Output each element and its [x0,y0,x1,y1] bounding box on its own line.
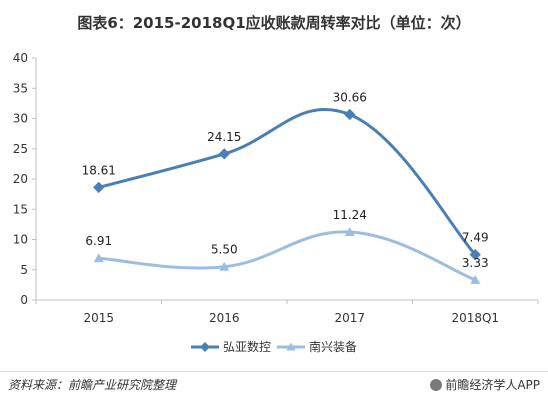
data-point [344,108,356,121]
data-point [470,274,481,284]
y-tick-label: 0 [20,293,28,307]
x-tick-label: 2016 [209,311,240,325]
y-tick-label: 35 [13,81,28,95]
data-point [218,148,230,160]
data-point [93,253,104,263]
y-tick-label: 5 [20,263,28,277]
legend-marker [200,342,210,352]
legend-label: 弘亚数控 [223,339,271,354]
y-tick-label: 15 [13,202,28,216]
data-label: 6.91 [85,234,112,248]
data-label: 3.33 [462,256,489,270]
data-point [219,261,230,271]
data-point [469,249,481,261]
y-tick-label: 40 [13,51,28,65]
source-note: 资料来源：前瞻产业研究院整理 [8,378,177,392]
y-tick-label: 10 [13,233,28,247]
data-label: 7.49 [462,231,489,245]
line-chart: 0 5 10 15 20 25 30 35 40 2015 2016 2017 2018Q1 18.61… [13,51,539,354]
brand-text: 前瞻经济学人APP [445,378,540,392]
y-tick-label: 30 [13,112,28,126]
brand-credit: 前瞻经济学人APP [430,376,540,393]
chart-title: 图表6：2015-2018Q1应收账款周转率对比（单位：次） [77,14,471,32]
x-tick-label: 2015 [83,311,114,325]
data-label: 5.50 [211,243,238,257]
data-label: 24.15 [207,130,241,144]
footer: 资料来源：前瞻产业研究院整理 前瞻经济学人APP [0,371,548,394]
data-point [93,181,105,194]
y-tick-label: 25 [13,142,28,156]
series-line-1 [98,107,477,256]
data-point [344,226,355,236]
y-tick-label: 20 [13,172,28,186]
x-tick-label: 2017 [334,311,365,325]
data-label: 30.66 [333,91,367,105]
legend-marker [286,342,296,351]
data-label: 18.61 [82,163,116,177]
brand-logo-icon [430,379,443,391]
series-line-2 [98,230,476,282]
data-label: 11.24 [333,208,367,222]
legend-label: 南兴装备 [309,339,357,354]
x-tick-label: 2018Q1 [451,311,499,325]
